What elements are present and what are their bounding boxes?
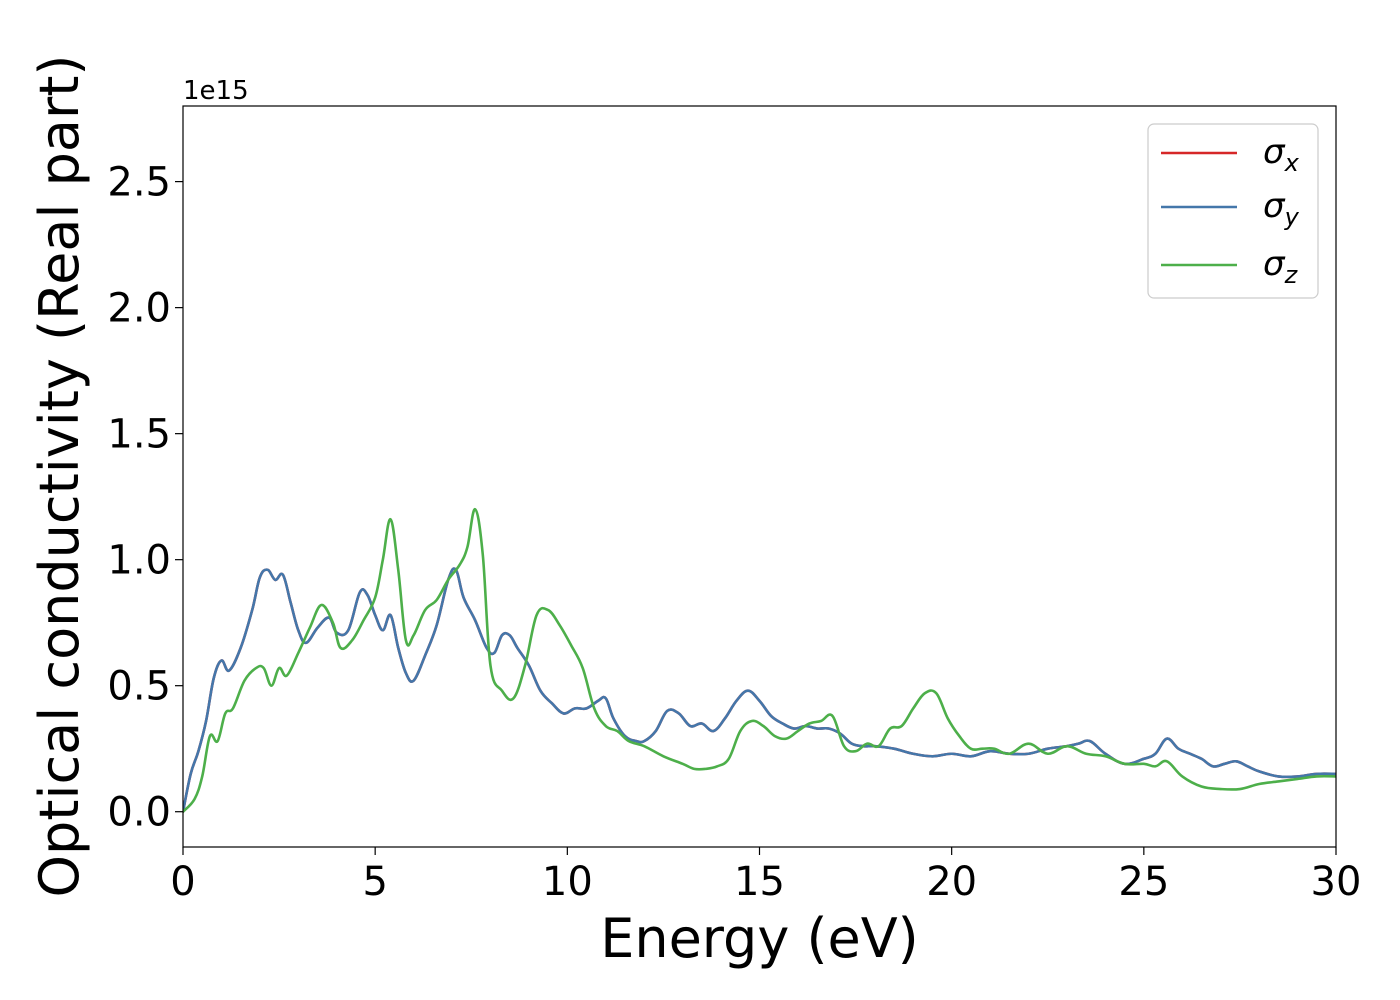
- legend-label-symbol: σ: [1263, 244, 1286, 284]
- legend-label-symbol: σ: [1263, 186, 1286, 226]
- y-offset-label: 1e15: [183, 76, 249, 106]
- x-tick-label: 15: [734, 859, 785, 905]
- y-tick-label: 2.0: [107, 286, 171, 332]
- series-line-z: [183, 507, 1336, 814]
- legend-label-subscript: y: [1284, 203, 1300, 231]
- x-axis-label: Energy (eV): [600, 907, 919, 970]
- x-tick-label: 10: [542, 859, 593, 905]
- legend-label-z: σz: [1263, 244, 1299, 289]
- legend-label-y: σy: [1263, 186, 1300, 231]
- y-tick-label: 0.5: [107, 664, 171, 710]
- legend-label-symbol: σ: [1263, 132, 1286, 172]
- series-layer: [183, 507, 1336, 814]
- y-tick-label: 0.0: [107, 790, 171, 836]
- y-tick-label: 1.5: [107, 412, 171, 458]
- x-tick-label: 0: [170, 859, 195, 905]
- x-tick-label: 30: [1311, 859, 1362, 905]
- y-axis-label: Optical conductivity (Real part): [28, 55, 91, 898]
- legend-box: [1147, 123, 1319, 299]
- legend-label-subscript: x: [1284, 149, 1300, 177]
- x-tick-label: 25: [1118, 859, 1169, 905]
- y-axis-ticks: 0.0 0.5 1.0 1.5 2.0 2.5: [107, 160, 183, 836]
- legend-label-x: σx: [1263, 132, 1300, 177]
- y-tick-label: 2.5: [107, 160, 171, 206]
- legend-label-subscript: z: [1284, 261, 1299, 289]
- x-tick-label: 5: [362, 859, 387, 905]
- y-tick-label: 1.0: [107, 538, 171, 584]
- series-line-y: [183, 567, 1336, 814]
- x-tick-label: 20: [926, 859, 977, 905]
- x-axis-ticks: 0 5 10 15 20 25 30: [170, 847, 1361, 905]
